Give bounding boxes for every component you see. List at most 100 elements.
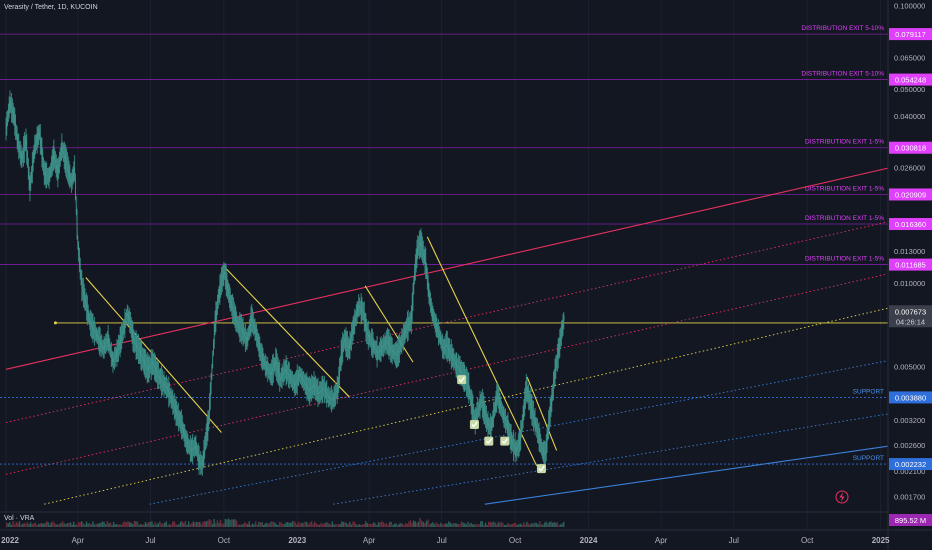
volume-bar — [84, 524, 86, 527]
price-axis[interactable]: 0.100000 0.065000 0.050000 0.040000 0.026000… — [887, 0, 932, 550]
volume-bar — [476, 524, 479, 527]
trendline — [526, 376, 558, 451]
volume-bar — [239, 524, 241, 527]
volume-bar — [320, 522, 322, 527]
volume-bar — [58, 524, 61, 527]
volume-bar — [302, 523, 305, 527]
volume-bar — [325, 522, 327, 527]
volume-bar — [87, 523, 89, 527]
volume-bar — [114, 524, 116, 527]
check-icon-mark — [501, 438, 509, 445]
volume-bar — [436, 523, 439, 527]
volume-bar — [82, 523, 85, 527]
volume-bar — [531, 523, 533, 527]
price-tick-label: 0.005000 — [894, 362, 925, 371]
volume-bar — [160, 523, 163, 527]
volume-bar — [315, 523, 318, 527]
volume-bar — [219, 519, 222, 527]
volume-bar — [240, 524, 243, 527]
volume-bar — [73, 521, 75, 527]
volume-bar — [10, 524, 13, 527]
volume-bar — [448, 521, 450, 527]
volume-bar — [385, 523, 388, 527]
volume-bar — [294, 522, 297, 527]
volume-bar — [492, 521, 495, 527]
volume-bar — [299, 523, 302, 527]
volume-bar — [527, 523, 530, 527]
volume-bar — [111, 524, 113, 527]
volume-bar — [358, 524, 361, 527]
volume-bar — [60, 522, 62, 527]
volume-bar — [103, 521, 105, 527]
level-label: DISTRIBUTION EXIT 1-5% — [805, 139, 884, 146]
volume-bar — [141, 524, 144, 527]
volume-bar — [350, 524, 353, 527]
volume-bar — [483, 524, 485, 527]
volume-bar — [203, 521, 206, 527]
volume-bar — [232, 519, 235, 527]
volume-bar — [146, 523, 148, 527]
volume-bar — [341, 521, 343, 527]
volume-bar — [132, 523, 134, 527]
volume-bar — [144, 521, 147, 527]
volume-bar — [355, 524, 357, 527]
volume-bar — [435, 522, 437, 527]
time-tick-label: Jul — [729, 536, 739, 545]
price-tick-label: 0.050000 — [894, 85, 925, 94]
volume-bar — [210, 520, 212, 527]
volume-bar — [432, 522, 434, 527]
volume-bar — [373, 522, 375, 527]
time-axis[interactable]: 2022 Apr Jul Oct 2023 Apr Jul Oct 2024 Apr Jul Oct 2… — [0, 529, 932, 545]
volume-bar — [357, 524, 359, 527]
volume-bar — [337, 524, 340, 527]
volume-bar — [473, 524, 476, 527]
volume-bar — [258, 521, 260, 527]
volume-bar — [521, 524, 523, 527]
volume-bar — [377, 522, 380, 527]
level-label: DISTRIBUTION EXIT 5-10% — [801, 25, 884, 32]
volume-bar — [55, 524, 57, 527]
check-icon-mark — [485, 438, 493, 445]
volume-bar — [446, 523, 448, 527]
time-tick-label: 2023 — [288, 536, 306, 545]
volume-bar — [411, 522, 413, 527]
level-price-tag — [889, 458, 932, 471]
volume-bar — [398, 523, 401, 527]
level-price-tag-label: 0.020909 — [895, 190, 926, 199]
lightning-icon — [835, 490, 849, 504]
volume-bar — [213, 519, 215, 527]
volume-bar — [181, 521, 183, 527]
volume-bar — [256, 524, 258, 527]
volume-bar — [440, 522, 442, 527]
volume-bar — [420, 520, 423, 527]
volume-bar — [69, 522, 72, 527]
time-tick-label: 2022 — [1, 536, 19, 545]
price-tick-label: 0.003200 — [894, 416, 925, 425]
volume-bar — [561, 523, 563, 527]
volume-bar — [136, 521, 139, 527]
volume-bar — [310, 521, 313, 527]
volume-bar — [516, 524, 519, 527]
volume-bar — [34, 522, 37, 527]
volume-bar — [178, 523, 180, 527]
volume-bar — [49, 524, 51, 527]
volume-bar — [505, 524, 507, 527]
volume-bar — [12, 521, 14, 527]
trendline — [333, 413, 889, 505]
volume-bar — [229, 519, 231, 527]
level-price-tag-label: 0.011685 — [895, 261, 926, 270]
level-price-tag-label: 0.079117 — [895, 30, 926, 39]
volume-bar — [293, 521, 295, 527]
volume-bar — [513, 522, 515, 527]
volume-bar — [532, 523, 535, 527]
volume-bar — [497, 522, 499, 527]
volume-tag — [889, 514, 932, 526]
volume-bar — [109, 522, 112, 527]
check-icon-mark — [538, 465, 545, 472]
volume-bar — [523, 522, 525, 527]
volume-bar — [77, 522, 80, 527]
volume-bar — [301, 522, 303, 527]
volume-bar — [130, 522, 132, 527]
